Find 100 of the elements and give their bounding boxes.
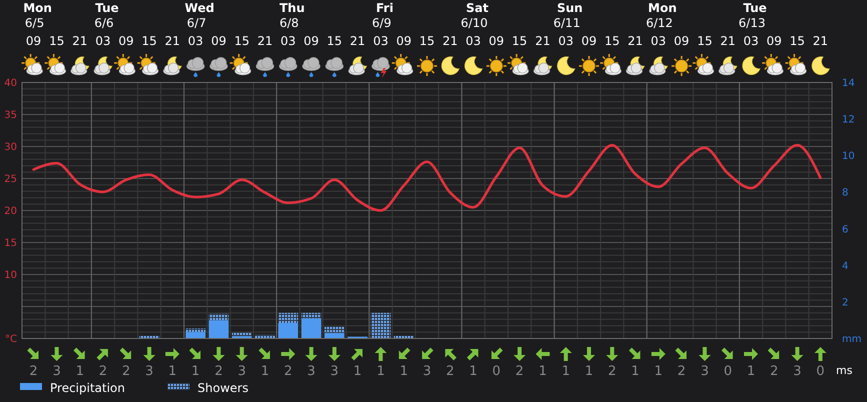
x-tick-label: 21 (72, 34, 88, 48)
data-label: 2 (515, 364, 524, 379)
bar (324, 333, 344, 338)
bar (324, 326, 344, 334)
x-tick-label: 03 (743, 34, 759, 48)
y2-tick-label: mm (842, 334, 862, 345)
bar (186, 328, 206, 332)
y2-tick-label: 4 (842, 260, 848, 272)
x-tick-label: 09 (396, 34, 412, 48)
bar (232, 332, 252, 336)
text: 6/7 (186, 16, 206, 30)
text: 6/5 (24, 16, 44, 30)
y-tick-label: 40 (4, 78, 17, 89)
bar (208, 314, 229, 320)
y2-tick-label: 6 (842, 224, 848, 236)
data-label: 2 (284, 364, 292, 379)
data-label: 1 (584, 364, 594, 379)
x-tick-label: 15 (326, 34, 342, 48)
data-label: 1 (538, 364, 547, 379)
x-tick-label: 15 (512, 34, 528, 48)
text: Mon (648, 1, 677, 15)
x-tick-label: 21 (720, 34, 736, 48)
text: 6/9 (372, 16, 392, 30)
x-tick-label: 21 (812, 34, 828, 48)
data-label: 3 (793, 364, 802, 379)
text: 6/6 (94, 16, 114, 30)
y2-tick-label: 14 (842, 78, 855, 89)
text: ms (836, 364, 853, 377)
bar (186, 332, 206, 338)
x-tick-label: 09 (211, 34, 226, 48)
data-label: 3 (700, 364, 709, 379)
text: Tue (743, 1, 767, 15)
data-label: 3 (238, 364, 246, 379)
bar (278, 322, 298, 338)
x-tick-label: 03 (188, 34, 204, 48)
x-tick-label: 21 (350, 34, 366, 48)
data-label: 2 (98, 364, 108, 379)
data-label: 2 (770, 364, 778, 379)
legend-label: Precipitation (50, 381, 126, 395)
x-tick-label: 03 (373, 34, 388, 48)
data-label: 0 (492, 364, 501, 379)
data-label: 1 (654, 364, 663, 379)
y-tick-label: 30 (4, 142, 17, 153)
bar (370, 312, 391, 338)
x-tick-label: 03 (280, 34, 296, 48)
x-tick-label: 03 (466, 34, 481, 48)
text: Mon (23, 1, 52, 15)
x-tick-label: 09 (766, 34, 782, 48)
bar (208, 320, 229, 338)
data-label: 0 (724, 364, 732, 379)
x-tick-label: 15 (604, 34, 620, 48)
text: 6/10 (460, 16, 488, 30)
data-label: 1 (469, 364, 478, 379)
x-tick-label: 15 (419, 34, 435, 48)
legend-label: Showers (198, 381, 248, 395)
data-label: 1 (562, 364, 570, 379)
text: 6/8 (279, 16, 299, 30)
text: 6/12 (646, 16, 673, 30)
bar (301, 318, 322, 338)
data-label: 1 (76, 364, 84, 379)
y-tick-label: 10 (4, 270, 17, 281)
data-label: 1 (168, 364, 177, 379)
text: 6/13 (738, 16, 766, 30)
x-tick-label: 15 (790, 34, 805, 48)
y2-tick-label: 8 (842, 188, 848, 199)
text: Wed (184, 1, 214, 15)
data-label: 2 (677, 364, 686, 379)
data-label: 0 (816, 364, 825, 379)
x-tick-label: 03 (558, 34, 574, 48)
x-tick-label: 21 (535, 34, 550, 48)
x-tick-label: 15 (697, 34, 712, 48)
x-tick-label: 09 (304, 34, 319, 48)
data-label: 1 (400, 364, 408, 379)
data-label: 1 (376, 364, 385, 379)
y-tick-label: °C (5, 334, 18, 345)
data-label: 3 (145, 364, 154, 379)
data-label: 3 (422, 364, 432, 379)
y2-tick-label: 12 (842, 114, 855, 126)
x-tick-label: 15 (49, 34, 64, 48)
text: Tue (95, 1, 119, 15)
x-tick-label: 21 (164, 34, 180, 48)
data-label: 3 (330, 364, 339, 379)
y-tick-label: 25 (4, 174, 17, 185)
bar (278, 312, 298, 323)
text: Fri (376, 1, 394, 15)
y-tick-label: 15 (4, 238, 17, 249)
x-tick-label: 09 (581, 34, 597, 48)
data-label: 2 (214, 364, 223, 379)
x-tick-label: 21 (628, 34, 643, 48)
data-label: 1 (353, 364, 362, 379)
x-tick-label: 09 (674, 34, 690, 48)
y-tick-label: 20 (4, 206, 17, 217)
text: 6/11 (553, 16, 580, 30)
x-tick-label: 15 (142, 34, 157, 48)
data-label: 1 (746, 364, 756, 379)
bar (301, 312, 322, 318)
data-label: 2 (122, 364, 130, 379)
x-tick-label: 03 (95, 34, 111, 48)
data-label: 1 (191, 364, 200, 379)
x-tick-label: 03 (650, 34, 666, 48)
